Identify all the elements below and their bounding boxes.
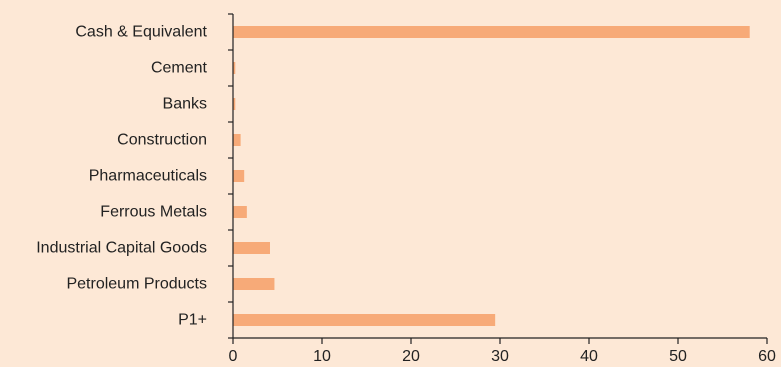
x-tick-label: 40 (580, 348, 598, 365)
bars-group (233, 26, 750, 326)
bar-ferrous-metals (233, 206, 247, 218)
category-label-pharmaceuticals: Pharmaceuticals (89, 168, 207, 185)
x-tick-label: 30 (491, 348, 509, 365)
category-label-petroleum-products: Petroleum Products (66, 276, 207, 293)
bar-cement (233, 62, 236, 74)
x-ticks-group: 0 10 20 30 40 50 60 (229, 338, 776, 365)
bar-construction (233, 134, 241, 146)
x-tick-label: 0 (229, 348, 238, 365)
category-label-ferrous-metals: Ferrous Metals (100, 204, 207, 221)
x-tick-label: 20 (402, 348, 420, 365)
category-labels-group: Cash & Equivalent Cement Banks Construction… (36, 24, 207, 329)
category-label-construction: Construction (117, 132, 207, 149)
category-label-cash-equivalent: Cash & Equivalent (75, 24, 207, 41)
x-tick-label: 60 (758, 348, 776, 365)
category-label-industrial-capital-goods: Industrial Capital Goods (36, 240, 207, 257)
bar-banks (233, 98, 236, 110)
bar-industrial-capital-goods (233, 242, 270, 254)
bar-cash-equivalent (233, 26, 750, 38)
bar-pharmaceuticals (233, 170, 245, 182)
y-ticks-group (228, 13, 233, 339)
bar-petroleum-products (233, 278, 275, 290)
x-tick-label: 50 (669, 348, 687, 365)
category-label-cement: Cement (151, 60, 208, 77)
category-label-banks: Banks (163, 96, 207, 113)
category-label-p1: P1+ (178, 312, 207, 329)
x-tick-label: 10 (313, 348, 331, 365)
bar-p1 (233, 314, 496, 326)
